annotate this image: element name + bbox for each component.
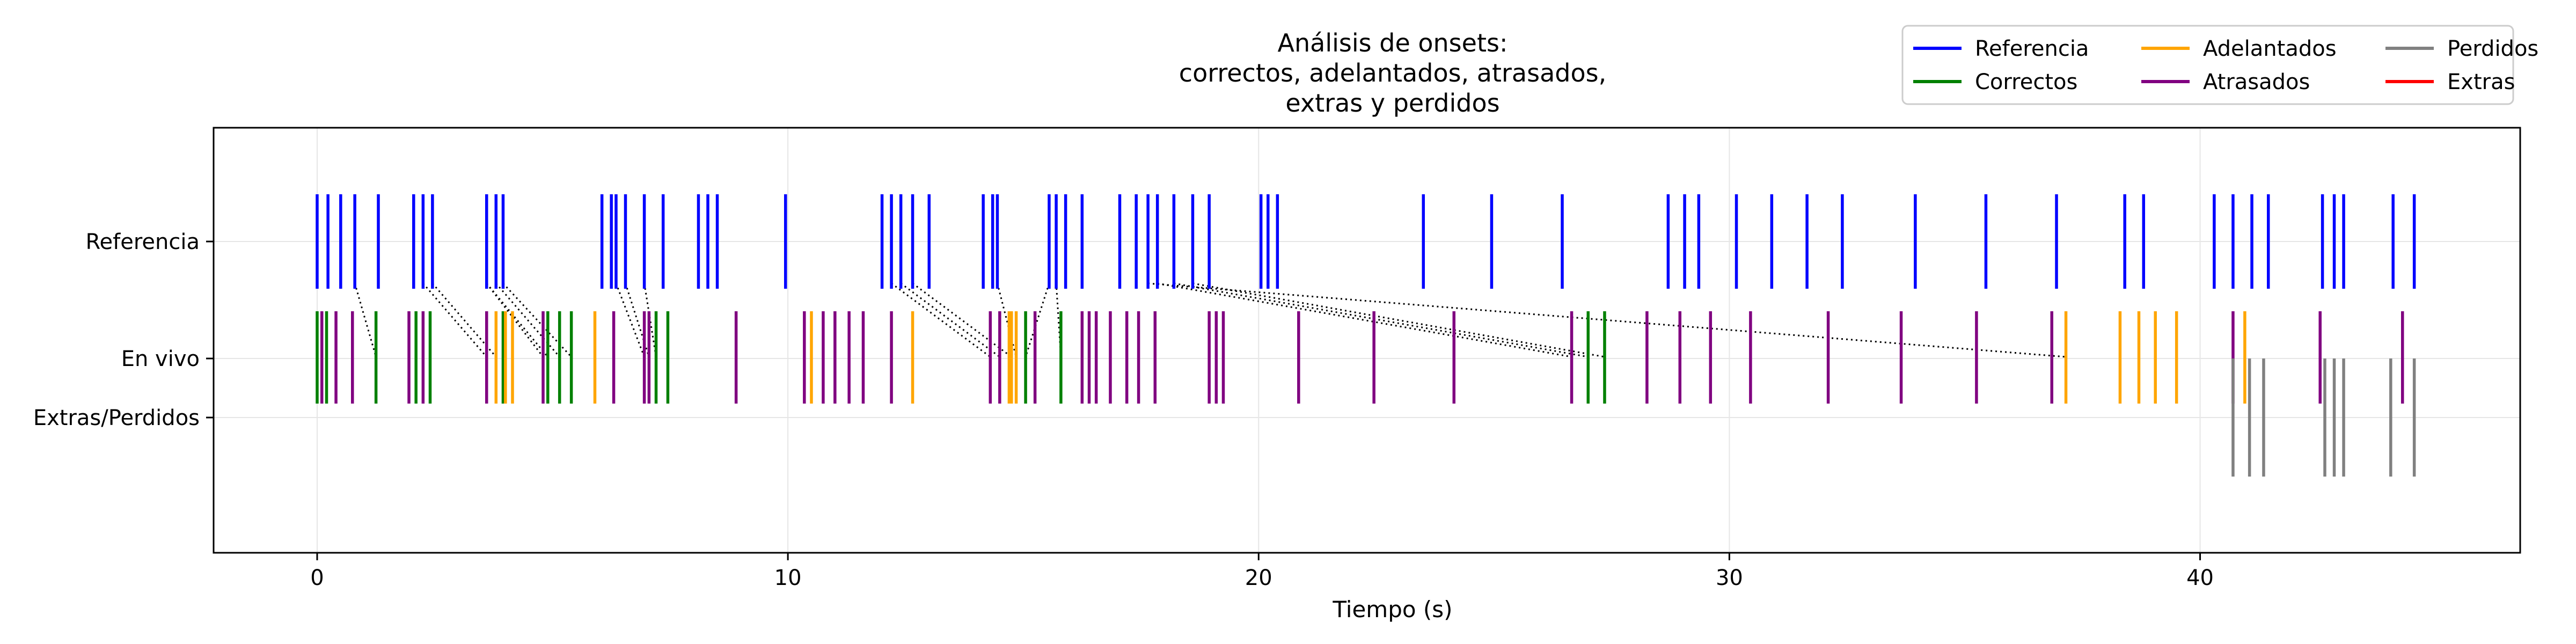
plot-frame [213,127,2521,554]
match-link [900,282,1000,358]
match-link [891,282,991,358]
x-axis: 0 10 20 30 40 [310,553,2214,590]
legend-label-extras: Extras [2447,70,2515,94]
legend-frame [1901,25,2514,105]
match-link [1192,282,1605,358]
legend-label-correctos: Correctos [1975,70,2077,94]
match-link [1148,282,2066,358]
y-axis: Referencia En vivo Extras/Perdidos [33,230,214,430]
match-link [1024,283,1050,357]
legend-label-atrasados: Atrasados [2203,70,2310,94]
x-tick-label: 10 [774,566,802,590]
x-tick-label: 0 [310,566,324,590]
chart-title: Análisis de onsets:correctos, adelantado… [1179,28,1606,118]
match-link [486,283,548,357]
legend-label-referencia: Referencia [1975,36,2089,61]
x-tick-label: 20 [1245,566,1272,590]
chart-title-line: extras y perdidos [1285,89,1499,118]
event-marks [316,194,2416,477]
chart-title-line: correctos, adelantados, atrasados, [1179,58,1606,87]
match-link [422,283,487,357]
legend: Referencia Correctos Adelantados Atrasad… [1901,25,2538,105]
x-axis-label: Tiempo (s) [1332,596,1452,623]
match-link [431,283,497,357]
y-tick-label-referencia: Referencia [86,230,200,254]
match-link [615,283,645,357]
match-link [495,283,560,357]
y-tick-label-extras-perdidos: Extras/Perdidos [33,406,200,430]
y-tick-label-en-vivo: En vivo [121,347,200,371]
x-tick-label: 30 [1716,566,1743,590]
grid-lines [214,128,2520,553]
match-link [354,283,377,357]
chart-title-line: Análisis de onsets: [1278,28,1508,57]
match-link [912,282,1012,358]
match-link [996,283,1017,357]
legend-label-adelantados: Adelantados [2203,36,2337,61]
legend-label-perdidos: Perdidos [2447,36,2538,61]
x-tick-label: 40 [2186,566,2214,590]
